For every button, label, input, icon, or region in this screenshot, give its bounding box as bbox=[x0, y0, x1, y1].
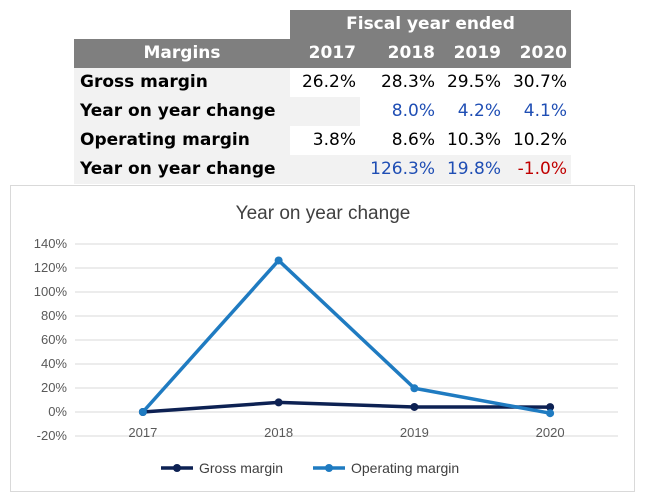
year-header: 2017 bbox=[290, 39, 360, 68]
table-cell: 19.8% bbox=[439, 155, 505, 184]
table-row: Year on year change 126.3% 19.8% -1.0% bbox=[74, 155, 571, 184]
table-row: Operating margin 3.8% 8.6% 10.3% 10.2% bbox=[74, 126, 571, 155]
legend-marker bbox=[173, 464, 181, 472]
y-tick-label: 140% bbox=[34, 236, 68, 251]
legend: Gross margin Operating margin bbox=[161, 460, 459, 476]
data-point bbox=[410, 384, 419, 393]
y-tick-label: 40% bbox=[41, 356, 67, 371]
table-cell: 29.5% bbox=[446, 72, 501, 92]
table-cell: -1.0% bbox=[505, 155, 571, 184]
series-line-1 bbox=[141, 258, 551, 415]
y-tick-label: -20% bbox=[37, 428, 68, 443]
data-point bbox=[546, 409, 555, 418]
series-line-0 bbox=[142, 400, 551, 414]
table-cell: 10.2% bbox=[512, 130, 567, 150]
table-cell bbox=[290, 155, 360, 184]
table-cell: 4.2% bbox=[457, 101, 501, 121]
y-tick-label: 0% bbox=[48, 404, 67, 419]
year-header: 2020 bbox=[505, 39, 571, 68]
y-tick-label: 80% bbox=[41, 308, 67, 323]
y-axis-ticks: -20% 0% 20% 40% 60% 80% 100% 120% 140% bbox=[34, 236, 68, 443]
legend-label: Operating margin bbox=[351, 460, 459, 476]
y-tick-label: 120% bbox=[34, 260, 68, 275]
row-label: Operating margin bbox=[74, 126, 290, 155]
x-tick-label: 2018 bbox=[264, 425, 293, 440]
table-cell: 8.0% bbox=[391, 101, 435, 121]
table-header-row-1: Fiscal year ended bbox=[74, 10, 571, 39]
table-cell: 3.8% bbox=[312, 130, 356, 150]
fiscal-year-header: Fiscal year ended bbox=[290, 10, 571, 39]
table-row: Year on year change 8.0% 4.2% 4.1% bbox=[74, 97, 571, 126]
table-header-row-2: Margins 2017 2018 2019 2020 bbox=[74, 39, 571, 68]
table-row: Gross margin 26.2% 28.3% 29.5% 30.7% bbox=[74, 68, 571, 97]
chart-container: Year on year change -20% 0% 20% 40% 60% 80% 10… bbox=[10, 185, 635, 492]
x-tick-label: 2019 bbox=[400, 425, 429, 440]
x-axis-ticks: 2017 2018 2019 2020 bbox=[128, 425, 564, 440]
y-tick-label: 60% bbox=[41, 332, 67, 347]
header-blank-cell bbox=[74, 10, 290, 39]
table-cell: 4.1% bbox=[523, 101, 567, 121]
legend-marker bbox=[325, 464, 333, 472]
margins-header: Margins bbox=[74, 39, 290, 68]
row-label: Year on year change bbox=[74, 97, 290, 126]
year-header: 2018 bbox=[360, 39, 439, 68]
row-label: Year on year change bbox=[74, 155, 290, 184]
data-point bbox=[138, 408, 147, 416]
series-lines bbox=[138, 256, 555, 418]
y-tick-label: 100% bbox=[34, 284, 68, 299]
table-cell: 28.3% bbox=[380, 72, 435, 92]
data-point bbox=[410, 402, 419, 411]
line-chart: Year on year change -20% 0% 20% 40% 60% 80% 10… bbox=[34, 203, 618, 476]
table-cell: 8.6% bbox=[391, 130, 435, 150]
row-label: Gross margin bbox=[74, 68, 290, 97]
table-cell: 126.3% bbox=[360, 155, 439, 184]
x-tick-label: 2020 bbox=[536, 425, 565, 440]
table-cell: 26.2% bbox=[301, 72, 356, 92]
y-tick-label: 20% bbox=[41, 380, 67, 395]
data-point bbox=[546, 403, 555, 412]
table-cell: 10.3% bbox=[446, 130, 501, 150]
table-cell: 30.7% bbox=[512, 72, 567, 92]
table-cell bbox=[290, 97, 360, 126]
chart-title: Year on year change bbox=[236, 203, 411, 224]
legend-label: Gross margin bbox=[199, 460, 283, 476]
data-point bbox=[274, 398, 283, 407]
year-header: 2019 bbox=[439, 39, 505, 68]
x-tick-label: 2017 bbox=[128, 425, 157, 440]
data-point bbox=[274, 256, 283, 265]
